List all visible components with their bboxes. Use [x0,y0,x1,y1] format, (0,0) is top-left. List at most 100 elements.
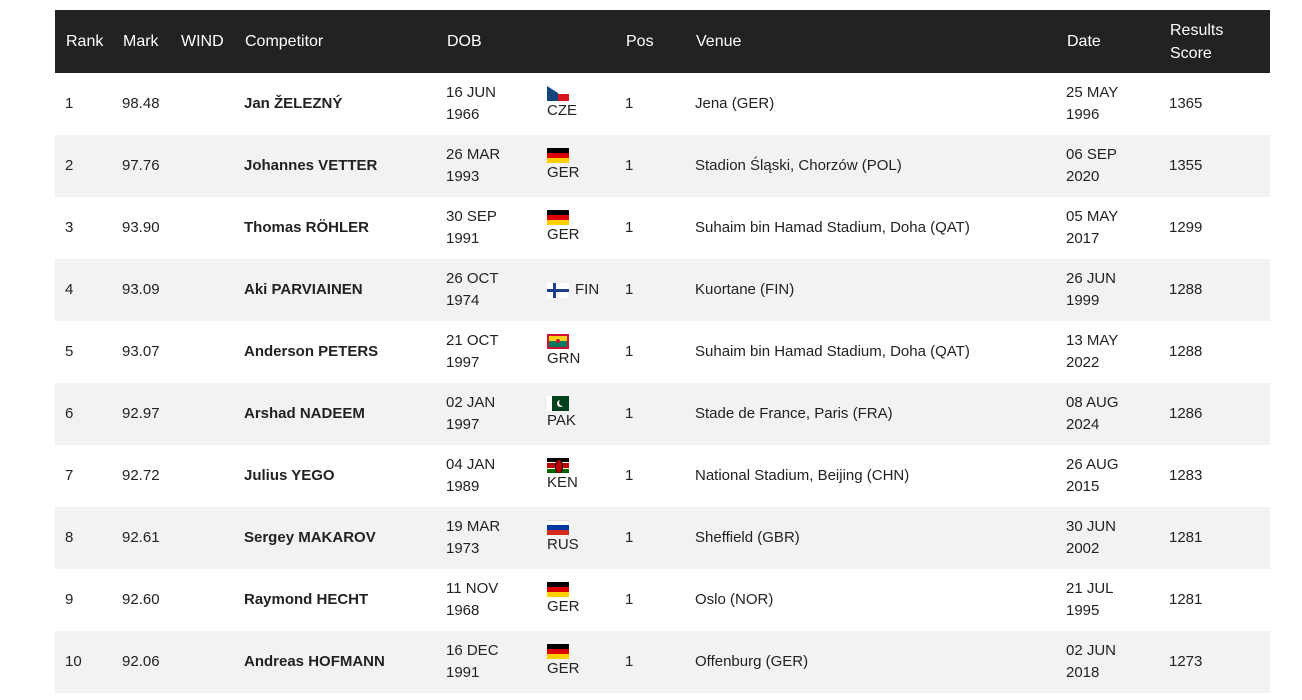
cell-pos: 1 [625,95,634,112]
dob-year: 1991 [446,230,480,247]
header-nat [537,10,615,73]
cell-results-score: 1288 [1159,259,1270,321]
cell-date: 06 SEP 2020 [1056,135,1159,197]
cell-results-score: 1281 [1159,507,1270,569]
date-year: 2017 [1066,230,1100,247]
cze-flag-icon [547,86,569,101]
cell-date: 13 MAY 2022 [1056,321,1159,383]
cell-competitor[interactable]: Thomas RÖHLER [244,219,370,236]
cell-wind [170,507,234,569]
cell-competitor[interactable]: Raymond HECHT [244,591,369,608]
date-year: 2024 [1066,416,1100,433]
dob-year: 1973 [446,540,480,557]
date-year: 1999 [1066,292,1100,309]
results-table: Rank Mark WIND Competitor DOB Pos Venue … [55,10,1270,693]
cell-nationality: GER [537,197,615,259]
nationality-code: CZE [547,102,577,119]
cell-competitor[interactable]: Andreas HOFMANN [234,631,436,693]
table-row[interactable]: 8 92.61 Sergey MAKAROV 19 MAR 1973 RUS 1 Sheffi… [55,507,1270,569]
cell-nationality: RUS [537,507,615,569]
ken-flag-icon [547,458,569,473]
table-row[interactable]: 1 98.48 Jan ŽELEZNÝ 16 JUN 1966 CZE 1 Jena (GER… [55,73,1270,135]
header-dob[interactable]: DOB [436,10,537,73]
header-wind[interactable]: WIND [170,10,234,73]
cell-pos: 1 [615,631,685,693]
table-row[interactable]: 4 93.09 Aki PARVIAINEN 26 OCT 1974 FIN 1 Kuorta… [55,259,1270,321]
table-row[interactable]: 10 92.06 Andreas HOFMANN 16 DEC 1991 GER 1 Offe… [55,631,1270,693]
nationality-code: GER [547,660,580,677]
dob-year: 1974 [446,292,480,309]
cell-pos: 1 [615,135,685,197]
cell-competitor[interactable]: Sergey MAKAROV [234,507,436,569]
cell-competitor[interactable]: Jan ŽELEZNÝ [244,95,343,112]
header-rank[interactable]: Rank [55,10,112,73]
date-day-month: 13 MAY [1066,332,1119,349]
header-score-line1: Results [1170,21,1224,39]
cell-mark: 92.97 [112,383,170,445]
cell-competitor[interactable]: Anderson PETERS [244,343,379,360]
date-day-month: 21 JUL [1066,580,1114,597]
ger-flag-icon [547,582,569,597]
cell-venue: Sheffield (GBR) [685,507,1056,569]
cell-rank: 7 [65,467,74,484]
table-header-row: Rank Mark WIND Competitor DOB Pos Venue … [55,10,1270,73]
cell-venue: Suhaim bin Hamad Stadium, Doha (QAT) [695,219,970,236]
cell-competitor[interactable]: Aki PARVIAINEN [234,259,436,321]
cell-nationality: CZE [537,73,615,135]
nationality-code: PAK [547,412,576,429]
dob-day-month: 21 OCT [446,332,499,349]
cell-wind [170,135,234,197]
table-row[interactable]: 6 92.97 Arshad NADEEM 02 JAN 1997 PAK 1 Stade d… [55,383,1270,445]
dob-day-month: 26 OCT [446,270,499,287]
nationality-code: GER [547,598,580,615]
cell-wind [170,631,234,693]
table-row[interactable]: 2 97.76 Johannes VETTER 26 MAR 1993 GER 1 Stadi… [55,135,1270,197]
cell-nationality: FIN [537,259,615,321]
cell-nationality: PAK [537,383,615,445]
cell-pos: 1 [625,591,634,608]
table-row[interactable]: 5 93.07 Anderson PETERS 21 OCT 1997 GRN 1 Suhai… [55,321,1270,383]
cell-competitor[interactable]: Julius YEGO [244,467,335,484]
cell-mark: 98.48 [122,95,160,112]
dob-day-month: 26 MAR [446,146,501,163]
cell-venue: Oslo (NOR) [695,591,774,608]
fin-flag-icon [547,282,569,298]
header-results-score[interactable]: Results Score [1159,10,1270,73]
date-year: 2018 [1066,664,1100,681]
date-day-month: 26 AUG [1066,456,1119,473]
dob-year: 1989 [446,478,480,495]
cell-pos: 1 [625,467,634,484]
cell-rank: 2 [55,135,112,197]
dob-year: 1991 [446,664,480,681]
cell-mark: 92.60 [122,591,160,608]
grn-flag-icon [547,334,569,349]
cell-date: 21 JUL 1995 [1056,569,1159,631]
header-date[interactable]: Date [1056,10,1159,73]
header-competitor[interactable]: Competitor [234,10,436,73]
cell-wind [170,383,234,445]
cell-nationality: GER [537,631,615,693]
nationality-code: GER [547,226,580,243]
cell-venue: Offenburg (GER) [685,631,1056,693]
cell-mark: 93.07 [122,343,160,360]
date-day-month: 30 JUN [1066,518,1117,535]
cell-venue: Suhaim bin Hamad Stadium, Doha (QAT) [695,343,970,360]
cell-rank: 4 [55,259,112,321]
cell-competitor[interactable]: Arshad NADEEM [234,383,436,445]
header-pos[interactable]: Pos [615,10,685,73]
cell-wind [170,73,234,135]
cell-results-score: 1365 [1169,95,1203,112]
header-venue[interactable]: Venue [685,10,1056,73]
date-year: 1996 [1066,106,1100,123]
cell-competitor[interactable]: Johannes VETTER [234,135,436,197]
dob-day-month: 16 DEC [446,642,499,659]
cell-venue: Jena (GER) [695,95,775,112]
table-row[interactable]: 9 92.60 Raymond HECHT 11 NOV 1968 GER 1 Oslo (N… [55,569,1270,631]
dob-day-month: 11 NOV [446,580,499,597]
table-row[interactable]: 7 92.72 Julius YEGO 04 JAN 1989 KEN 1 National … [55,445,1270,507]
nationality-code: GRN [547,350,581,367]
header-mark[interactable]: Mark [112,10,170,73]
cell-rank: 1 [65,95,74,112]
table-row[interactable]: 3 93.90 Thomas RÖHLER 30 SEP 1991 GER 1 Suhaim … [55,197,1270,259]
cell-venue: Stade de France, Paris (FRA) [685,383,1056,445]
